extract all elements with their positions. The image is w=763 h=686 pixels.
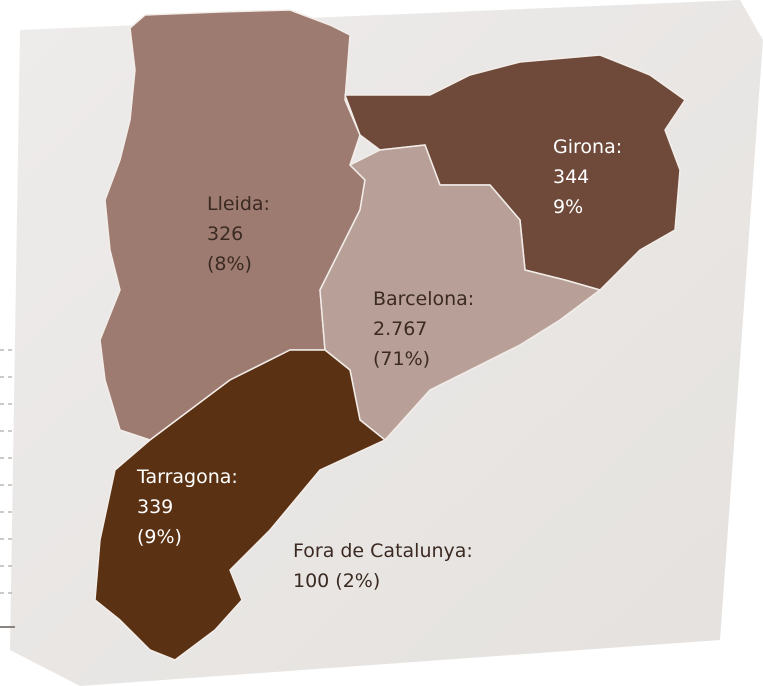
page: Lleida: 326 (8%) Barcelona: 2.767 (71%) … [0, 0, 763, 686]
region-share: (9%) [137, 526, 182, 548]
region-value: 344 [553, 166, 589, 188]
region-name: Tarragona: [136, 466, 238, 488]
region-name: Barcelona: [373, 288, 474, 310]
region-name: Lleida: [207, 193, 270, 215]
region-value: 339 [137, 496, 173, 518]
region-value: 326 [207, 223, 243, 245]
region-share: (8%) [207, 253, 252, 275]
region-value: 2.767 [373, 318, 427, 340]
outside-name: Fora de Catalunya: [293, 540, 473, 562]
outside-text: 100 (2%) [293, 570, 380, 592]
region-share: (71%) [373, 348, 430, 370]
map: Lleida: 326 (8%) Barcelona: 2.767 (71%) … [0, 0, 763, 686]
region-name: Girona: [553, 136, 622, 158]
region-share: 9% [553, 196, 583, 218]
